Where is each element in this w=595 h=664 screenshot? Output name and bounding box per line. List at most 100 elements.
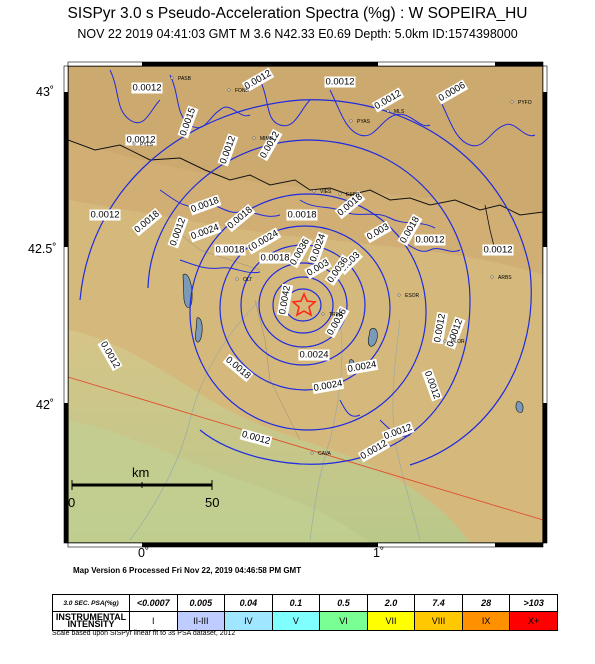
station-label: PYLS [140,142,153,148]
contour-label-bg [239,428,273,448]
contour-label-bg [97,338,123,372]
contour-label-bg [276,283,294,317]
contour-label-bg [188,194,222,216]
station-label: ESOR [405,293,420,299]
legend-psa-header: 3.0 SEC. PSA(%g) [52,594,130,612]
map-title: SISPyr 3.0 s Pseudo-Acceleration Spectra… [67,5,528,22]
contour-label-bg [217,133,239,167]
legend-intensity-cell: VIII [414,611,463,631]
station-marker [321,312,325,316]
contour-label: 0.0012 [131,82,163,94]
station-marker [510,100,514,104]
station-label: ESPR [346,192,360,198]
contour-label-text: 0.0018 [287,210,316,221]
legend-intensity-cell: X+ [509,611,558,631]
contour-label-bg [131,82,163,94]
contour-label-text: 0.0012 [132,83,161,94]
contour-label: 0.0024 [298,349,330,361]
legend-intensity-header: INSTRUMENTAL INTENSITY [52,611,130,631]
legend-intensity-cell: V [271,611,321,631]
contour-label-bg [307,231,329,265]
contour-label-text: 0.0012 [126,135,155,146]
contour-label-bg [345,358,379,376]
contour-label: 0.0012 [431,311,449,345]
contour-label: 0.0012 [125,134,157,146]
station-label: PASB [178,76,192,82]
contour-label-bg [167,215,189,249]
map-version-note: Map Version 6 Processed Fri Nov 22, 2019… [73,566,302,575]
lat-label-43: 43˚ [36,85,55,99]
station-marker [338,192,342,196]
intensity-legend: 3.0 SEC. PSA(%g) <0.0007 0.005 0.04 0.1 … [52,594,558,631]
legend-psa-value: >103 [509,594,558,612]
contour-label: 0.0018 [286,209,318,221]
contour-label-bg [414,234,446,246]
contour-label-bg [444,316,466,350]
station-marker [349,119,353,123]
france-spain-border [68,139,543,216]
legend-intensity-cell: IX [461,611,511,631]
scale-note: Scale based upon SISPyr linear fit to 3s… [52,630,236,637]
lon-label-1: 1˚ [373,546,385,560]
legend-psa-value: <0.0007 [129,594,178,612]
contour-label-bg [214,244,246,256]
lon-label-0: 0˚ [138,546,150,560]
contour-label-bg [188,221,222,243]
station-marker [312,189,316,193]
contour-label: 0.0012 [324,76,356,88]
station-marker [310,451,314,455]
station-marker [490,275,494,279]
station-label: OLT [243,277,252,283]
contour-label-bg [89,209,121,221]
contour-label-bg [324,305,350,339]
station-label: PYFO [518,100,532,106]
contour-label-bg [287,235,313,269]
scale-tick-0: 0 [68,495,76,510]
legend-intensity-row: INSTRUMENTAL INTENSITY I II-III IV V VI … [52,611,558,631]
reservoir [367,328,378,347]
contour-label-bg [324,76,356,88]
contour-label-bg [421,368,443,402]
lat-label-42: 42˚ [36,398,55,412]
contour-label-bg [257,128,283,162]
legend-intensity-cell: II-III [176,611,226,631]
lowland [68,420,370,543]
station-marker [235,277,239,281]
legend-psa-row: 3.0 SEC. PSA(%g) <0.0007 0.005 0.04 0.1 … [52,594,558,612]
contour-label-bg [304,256,332,280]
contour-label-bg [371,87,405,113]
map-frame-ticks [63,61,548,548]
contour-label-bg [334,190,366,220]
contour-label: 0.0024 [345,358,379,376]
station-label: PLOR [451,339,465,345]
contour-label-bg [125,134,157,146]
contour-label-bg [259,252,291,264]
contour-rings [79,99,532,466]
legend-psa-value: 0.005 [176,594,226,612]
contour-label-bg [222,353,254,383]
station-marker [443,339,447,343]
river [392,319,421,541]
star-icon[interactable] [291,291,317,317]
legend-intensity-cell: I [129,611,178,631]
contour-label-bg [248,227,282,253]
region-border [254,299,301,441]
map-subtitle: NOV 22 2019 04:41:03 GMT M 3.6 N42.33 E0… [77,27,518,41]
river [309,319,343,541]
legend-psa-value: 2.0 [366,594,416,612]
contour-label-bg [324,254,352,286]
contour-label: 0.0012 [414,234,446,246]
station-label: PYAS [357,119,371,125]
station-marker [132,142,136,146]
contour-label-text: 0.0024 [299,350,328,361]
legend-intensity-cell: VI [319,611,368,631]
contour-label-text: 0.0018 [260,253,289,264]
contour-label: 0.0012 [482,244,514,256]
station-marker [170,76,174,80]
contour-label-bg [435,79,469,105]
contour-label-text: 0.0042 [277,285,293,316]
station-label: MLS [394,109,405,115]
contour-label-text: 0.0012 [483,245,512,256]
reservoir [182,273,193,308]
